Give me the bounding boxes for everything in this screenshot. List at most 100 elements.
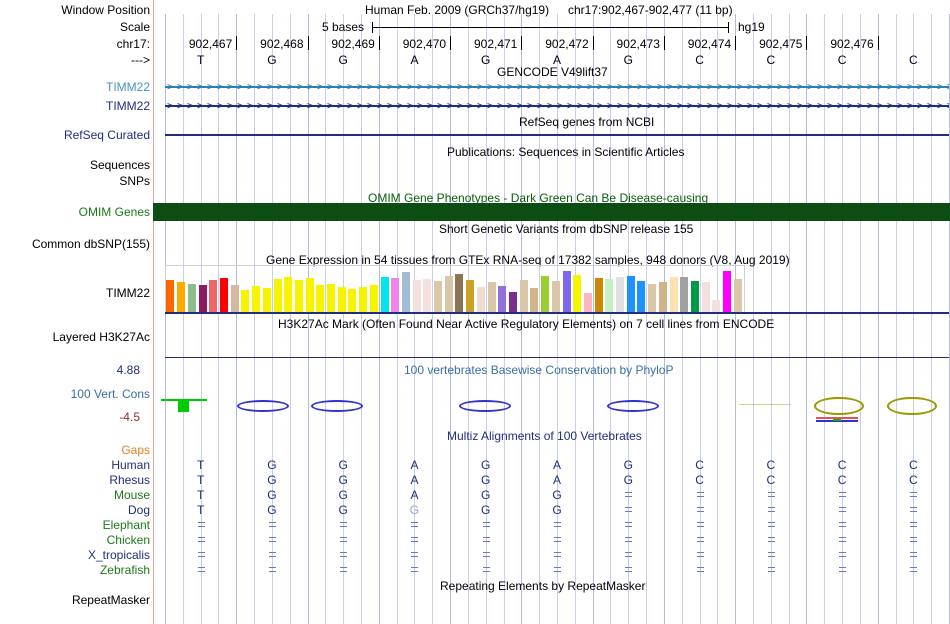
- gencode-strand-arrow: >: [187, 100, 194, 111]
- track-label-gencode-2[interactable]: TIMM22: [105, 99, 150, 113]
- multiz-species-label[interactable]: Mouse: [113, 488, 150, 502]
- gtex-tissue-bar[interactable]: [348, 289, 356, 312]
- track-label-omim[interactable]: OMIM Genes: [78, 205, 150, 219]
- gtex-tissue-bar[interactable]: [616, 277, 624, 312]
- track-label-refseq[interactable]: RefSeq Curated: [63, 128, 150, 142]
- gtex-tissue-bar[interactable]: [434, 281, 442, 312]
- gencode-strand-arrow: >: [597, 100, 604, 111]
- gtex-tissue-bar[interactable]: [595, 278, 603, 312]
- gtex-tissue-bar[interactable]: [605, 279, 613, 312]
- gtex-expression-barchart[interactable]: [165, 265, 743, 312]
- gtex-tissue-bar[interactable]: [413, 280, 421, 312]
- gtex-tissue-bar[interactable]: [423, 279, 431, 312]
- track-label-gaps[interactable]: Gaps: [121, 443, 150, 457]
- phylop-conservation-plot[interactable]: [161, 377, 949, 422]
- multiz-gap-dash: [197, 522, 205, 523]
- gtex-tissue-bar[interactable]: [402, 272, 410, 312]
- gtex-tissue-bar[interactable]: [327, 284, 335, 312]
- gtex-tissue-bar[interactable]: [359, 287, 367, 312]
- gtex-tissue-bar[interactable]: [306, 278, 314, 312]
- gtex-tissue-bar[interactable]: [541, 276, 549, 312]
- gtex-tissue-bar[interactable]: [520, 280, 528, 312]
- gencode-transcript-1[interactable]: > > > > > > > > > > > > > > > > > > > > > > > > > > > > > > > > > > > > > > > >…: [165, 81, 949, 92]
- multiz-species-label[interactable]: Rhesus: [109, 473, 150, 487]
- gtex-tissue-bar[interactable]: [338, 287, 346, 312]
- track-label-snps[interactable]: SNPs: [119, 174, 150, 188]
- track-label-gencode-1[interactable]: TIMM22: [105, 80, 150, 94]
- multiz-species-label[interactable]: Chicken: [106, 533, 150, 547]
- refseq-feature-line[interactable]: [165, 134, 949, 136]
- gtex-tissue-bar[interactable]: [477, 287, 485, 312]
- gtex-tissue-bar[interactable]: [316, 285, 324, 312]
- multiz-gap-dash: [340, 556, 348, 557]
- gtex-tissue-bar[interactable]: [220, 278, 228, 312]
- gtex-tissue-bar[interactable]: [199, 285, 207, 312]
- gtex-tissue-bar[interactable]: [627, 276, 635, 312]
- gencode-strand-arrow: >: [367, 100, 374, 111]
- gtex-tissue-bar[interactable]: [263, 288, 271, 312]
- gtex-tissue-bar[interactable]: [637, 281, 645, 312]
- gencode-strand-arrow: >: [917, 81, 924, 92]
- track-label-dbsnp[interactable]: Common dbSNP(155): [31, 237, 150, 251]
- gtex-tissue-bar[interactable]: [670, 277, 678, 312]
- track-label-sequences[interactable]: Sequences: [89, 158, 150, 172]
- gencode-transcript-2[interactable]: > > > > > > > > > > > > > > > > > > > > > > > > > > > > > > > > > > > > > > > >…: [165, 100, 949, 111]
- gtex-tissue-bar[interactable]: [680, 277, 688, 312]
- multiz-gap-dash: [696, 537, 704, 538]
- gtex-tissue-bar[interactable]: [552, 281, 560, 312]
- track-label-repeatmasker[interactable]: RepeatMasker: [71, 593, 150, 607]
- multiz-gap-dash: [839, 496, 847, 497]
- gtex-tissue-bar[interactable]: [295, 280, 303, 312]
- gtex-tissue-bar[interactable]: [381, 277, 389, 312]
- multiz-species-label[interactable]: Human: [111, 458, 150, 472]
- multiz-species-label[interactable]: Dog: [127, 503, 150, 517]
- gencode-strand-arrow: >: [877, 81, 884, 92]
- gtex-tissue-bar[interactable]: [530, 288, 538, 312]
- gtex-tissue-bar[interactable]: [498, 286, 506, 312]
- gtex-tissue-bar[interactable]: [488, 282, 496, 312]
- gtex-tissue-bar[interactable]: [177, 282, 185, 312]
- multiz-gap-cell: [691, 504, 709, 516]
- gtex-tissue-bar[interactable]: [584, 293, 592, 312]
- gtex-tissue-bar[interactable]: [231, 285, 239, 312]
- multiz-species-label[interactable]: Elephant: [102, 518, 150, 532]
- gtex-tissue-bar[interactable]: [734, 279, 742, 312]
- gtex-tissue-bar[interactable]: [188, 284, 196, 312]
- track-label-h3k27ac[interactable]: Layered H3K27Ac: [52, 330, 150, 344]
- gtex-tissue-bar[interactable]: [241, 290, 249, 312]
- gtex-tissue-bar[interactable]: [466, 280, 474, 312]
- gtex-tissue-bar[interactable]: [252, 286, 260, 312]
- gtex-tissue-bar[interactable]: [648, 284, 656, 312]
- gencode-strand-arrow: >: [407, 81, 414, 92]
- gtex-tissue-bar[interactable]: [445, 276, 453, 312]
- gtex-tissue-bar[interactable]: [573, 275, 581, 312]
- gencode-strand-arrow: >: [517, 81, 524, 92]
- multiz-species-label[interactable]: X_tropicalis: [87, 548, 150, 562]
- gtex-tissue-bar[interactable]: [284, 277, 292, 312]
- track-label-gtex[interactable]: TIMM22: [105, 286, 150, 300]
- multiz-gap-dash: [767, 552, 775, 553]
- track-label-conservation[interactable]: 100 Vert. Cons: [70, 387, 150, 401]
- multiz-gap-dash: [910, 537, 918, 538]
- gtex-tissue-bar[interactable]: [659, 282, 667, 312]
- gtex-tissue-bar[interactable]: [274, 279, 282, 312]
- gencode-strand-arrow: >: [387, 81, 394, 92]
- gtex-tissue-bar[interactable]: [691, 281, 699, 312]
- omim-gene-bar[interactable]: [153, 203, 950, 221]
- gencode-strand-arrow: >: [407, 100, 414, 111]
- gtex-tissue-bar[interactable]: [166, 280, 174, 312]
- gtex-tissue-bar[interactable]: [509, 292, 517, 312]
- gencode-strand-arrow: >: [717, 81, 724, 92]
- gtex-tissue-bar[interactable]: [712, 300, 720, 312]
- gtex-tissue-bar[interactable]: [563, 271, 571, 312]
- gtex-tissue-bar[interactable]: [391, 278, 399, 312]
- multiz-species-label[interactable]: Zebrafish: [99, 563, 150, 577]
- ruler-coordinate-label: 902,471: [473, 37, 518, 51]
- gencode-strand-arrow: >: [247, 100, 254, 111]
- gtex-tissue-bar[interactable]: [723, 271, 731, 312]
- gtex-tissue-bar[interactable]: [370, 285, 378, 312]
- gtex-tissue-bar[interactable]: [702, 282, 710, 312]
- gtex-tissue-bar[interactable]: [209, 280, 217, 312]
- gtex-tissue-bar[interactable]: [455, 274, 463, 312]
